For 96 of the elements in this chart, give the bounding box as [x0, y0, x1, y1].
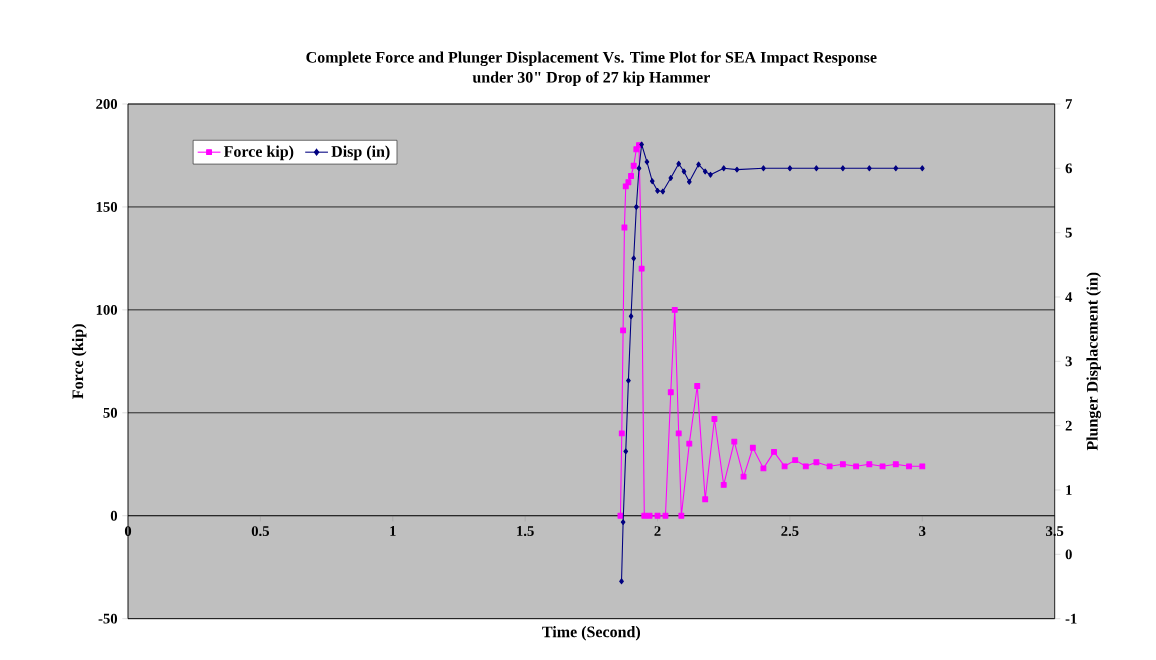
point — [731, 438, 738, 445]
point — [621, 224, 628, 231]
y2-tick-label: 1 — [1066, 485, 1072, 495]
point — [906, 463, 912, 470]
point — [696, 161, 701, 168]
point — [711, 416, 718, 422]
x-tick-label: 0 — [124, 526, 132, 537]
point — [617, 512, 624, 519]
point — [892, 461, 899, 468]
y-tick-label: 50 — [103, 407, 118, 418]
y-axis-title: Force (kip) — [71, 324, 87, 399]
y2-tick-label: 6 — [1065, 163, 1072, 174]
point — [644, 158, 650, 165]
point — [625, 179, 632, 186]
point — [618, 430, 625, 437]
point — [619, 578, 624, 585]
point — [781, 463, 788, 470]
point — [667, 389, 674, 396]
point — [740, 473, 747, 480]
chart-subtitle: under 30" Drop of 27 kip Hammer — [472, 71, 710, 86]
point — [813, 459, 820, 466]
y2-tick-label: 7 — [1065, 99, 1073, 109]
x-tick-label: 2.5 — [781, 526, 799, 537]
x-axis-title: Time (Second) — [542, 626, 641, 641]
point — [626, 377, 631, 384]
y2-axis-title: Plunger Displacement (in) — [1086, 272, 1102, 451]
y-tick-label: -50 — [98, 613, 118, 624]
point — [654, 512, 661, 519]
point — [867, 165, 872, 172]
point — [686, 178, 692, 185]
point — [681, 168, 687, 175]
point — [686, 440, 693, 447]
x-tick-label: 1.5 — [517, 526, 534, 537]
point — [721, 165, 727, 172]
y2-tick-label: -1 — [1065, 613, 1077, 624]
point — [628, 313, 634, 320]
point — [761, 165, 766, 172]
point — [675, 430, 682, 437]
point — [919, 165, 925, 172]
y2-tick-label: 0 — [1065, 549, 1072, 560]
y-tick-label: 200 — [96, 99, 118, 109]
point — [655, 187, 660, 194]
point — [760, 465, 767, 472]
point — [879, 463, 886, 470]
x-tick-label: 0.5 — [251, 526, 270, 537]
point — [646, 512, 653, 519]
point — [702, 496, 709, 503]
y-tick-label: 150 — [96, 201, 118, 212]
point — [839, 461, 846, 468]
chart-title: Complete Force and Plunger Displacement Vs. Time Plot for SEA Impact Response — [306, 51, 877, 67]
y2-tick-label: 5 — [1065, 227, 1072, 238]
y2-tick-label: 4 — [1065, 292, 1073, 302]
point — [702, 168, 708, 175]
point — [620, 519, 626, 526]
point — [631, 255, 637, 262]
legend-label: Disp (in) — [331, 145, 390, 161]
point — [634, 203, 639, 210]
x-tick-label: 1 — [390, 526, 396, 536]
point — [623, 448, 629, 455]
point — [771, 448, 777, 455]
point — [630, 162, 637, 169]
y-tick-label: 100 — [96, 304, 118, 315]
point — [676, 160, 682, 167]
y2-tick-label: 3 — [1065, 356, 1072, 367]
point — [633, 146, 640, 153]
x-tick-label: 3 — [919, 526, 926, 536]
x-tick-label: 2 — [654, 526, 661, 536]
point — [641, 512, 648, 519]
point — [662, 512, 669, 519]
y-tick-label: 0 — [110, 510, 118, 521]
point — [749, 444, 756, 451]
point — [720, 481, 727, 488]
point — [678, 512, 685, 519]
point — [734, 166, 740, 173]
point — [636, 165, 642, 172]
point — [620, 327, 627, 334]
point — [628, 173, 634, 179]
point — [866, 461, 873, 468]
point — [840, 165, 846, 172]
point — [638, 265, 645, 272]
legend-label: Force kip) — [223, 145, 294, 161]
point — [787, 165, 793, 172]
point — [792, 457, 799, 464]
point — [660, 188, 666, 195]
point — [694, 383, 701, 389]
point — [802, 463, 809, 470]
point — [826, 463, 833, 470]
point — [668, 175, 674, 181]
point — [708, 171, 713, 178]
point — [919, 463, 926, 470]
y2-tick-label: 2 — [1065, 420, 1072, 431]
point — [814, 165, 819, 172]
point — [893, 165, 899, 172]
point — [853, 463, 860, 470]
point — [671, 306, 678, 313]
point — [649, 178, 655, 185]
